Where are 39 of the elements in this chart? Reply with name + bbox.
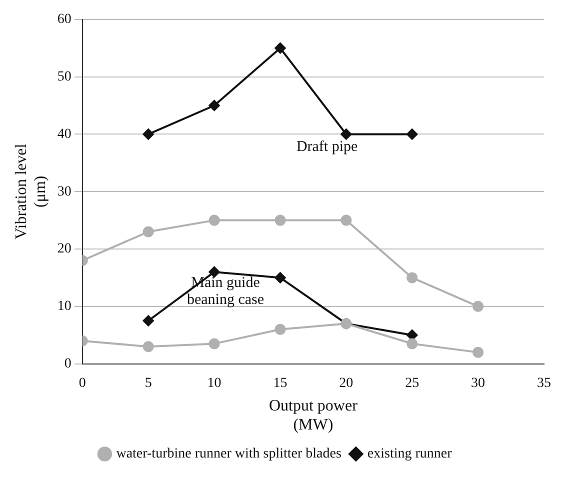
- point: [142, 128, 154, 140]
- x-tick-label: 0: [78, 376, 86, 391]
- x-tick-label: 5: [144, 376, 152, 391]
- x-tick-label: 20: [339, 376, 354, 391]
- point: [406, 338, 418, 350]
- point: [142, 315, 154, 326]
- legend-label: water-turbine runner with splitter blades: [116, 446, 342, 462]
- point: [208, 214, 220, 226]
- y-tick-label: 60: [57, 12, 72, 28]
- y-tick-label: 30: [57, 184, 72, 200]
- point: [406, 128, 418, 140]
- x-tick-label: 15: [273, 376, 288, 391]
- x-tick-label: 10: [207, 376, 222, 391]
- annotation: Draft pipe: [296, 138, 358, 155]
- point: [274, 324, 286, 335]
- y-axis-title: Vibration level (μm): [12, 143, 50, 240]
- y-tick-label: 50: [57, 69, 72, 84]
- point: [274, 214, 286, 226]
- point: [340, 214, 352, 226]
- point: [142, 341, 154, 352]
- x-tick-label: 35: [537, 376, 551, 391]
- point: [208, 338, 220, 350]
- point: [208, 266, 220, 278]
- x-axis-title: Output power (MW): [268, 397, 358, 434]
- point: [472, 300, 484, 312]
- legend-label: existing runner: [367, 446, 452, 462]
- point: [274, 42, 286, 54]
- x-tick-label: 25: [405, 376, 420, 391]
- y-tick-label: 0: [64, 356, 72, 372]
- point: [340, 128, 352, 140]
- point: [142, 226, 154, 238]
- point: [472, 346, 484, 358]
- point: [208, 100, 220, 111]
- y-tick-label: 40: [57, 126, 72, 142]
- y-tick-label: 20: [57, 242, 72, 257]
- point: [406, 272, 418, 284]
- y-tick-label: 10: [57, 299, 72, 314]
- x-tick-label: 30: [471, 376, 486, 391]
- point: [274, 272, 286, 284]
